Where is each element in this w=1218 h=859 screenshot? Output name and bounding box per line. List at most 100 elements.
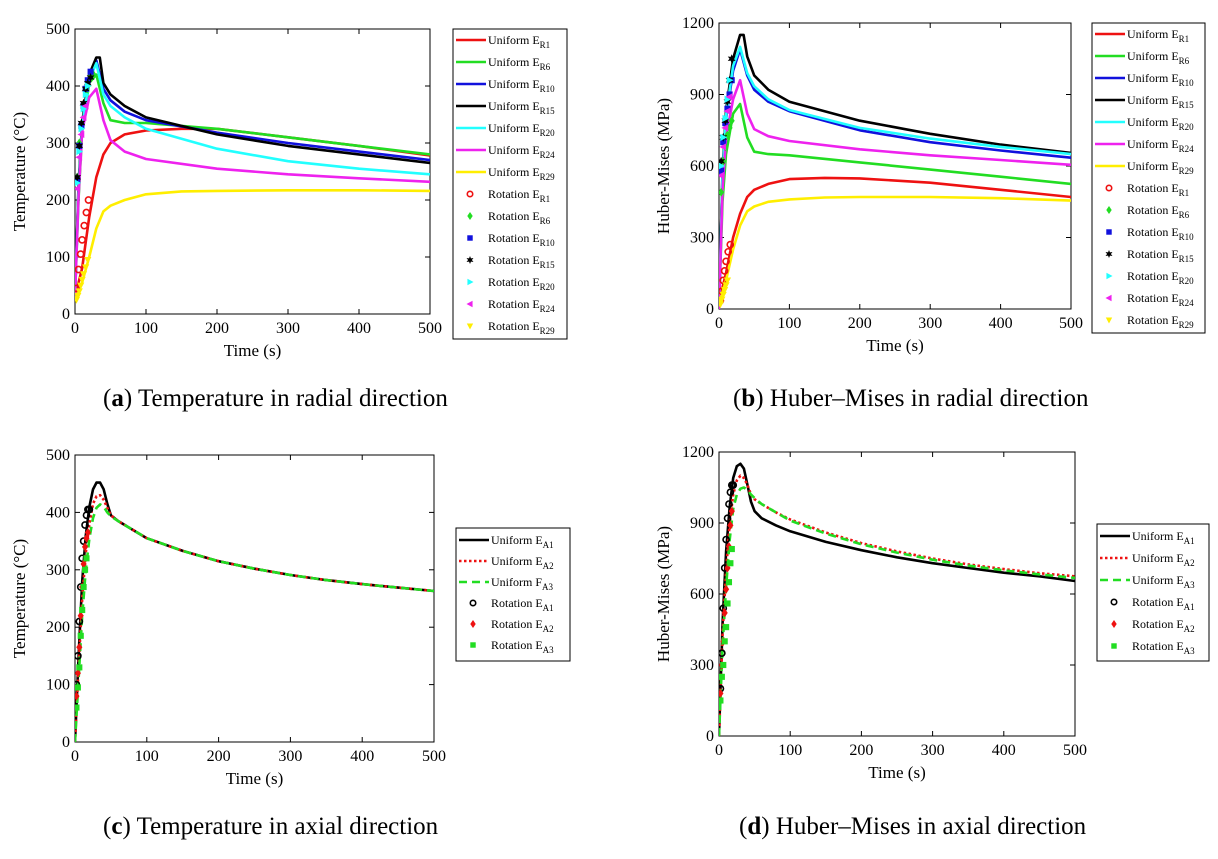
data-point: [75, 684, 81, 691]
data-point: [84, 256, 92, 264]
legend-marker: [1111, 643, 1117, 649]
series-line-a2: [75, 493, 434, 742]
plot-area: [75, 481, 434, 742]
data-point: [77, 282, 85, 290]
legend-label: Rotation ER6: [1127, 203, 1190, 220]
legend-item: Uniform EA2: [459, 554, 554, 571]
legend-label: Uniform ER15: [488, 99, 555, 116]
data-point: [725, 500, 733, 508]
data-point: [81, 521, 89, 529]
plot-frame: [718, 451, 1076, 737]
data-point: [75, 288, 83, 296]
plot-area: [719, 462, 1075, 736]
x-tick-label: 400: [989, 315, 1013, 332]
data-point: [720, 661, 727, 669]
data-point: [80, 105, 88, 113]
data-point: [719, 296, 726, 304]
legend-item: Uniform ER6: [456, 55, 551, 72]
legend-item: Rotation ER1: [1105, 181, 1189, 198]
legend-label: Uniform ER1: [1127, 27, 1189, 44]
data-point: [84, 196, 93, 204]
legend-item: Uniform ER24: [456, 143, 555, 160]
y-tick-label: 600: [690, 158, 714, 175]
y-axis-label: Huber-Mises (MPa): [654, 98, 673, 234]
legend-box: [1096, 523, 1210, 662]
data-point: [83, 78, 92, 88]
plot-area: [75, 56, 430, 304]
legend-label: Uniform EA1: [1132, 529, 1195, 546]
legend-label: Rotation ER10: [488, 231, 555, 248]
data-point: [725, 93, 733, 101]
legend-label: Uniform EA2: [491, 554, 554, 571]
legend-label: Rotation ER24: [488, 297, 555, 314]
data-point: [723, 624, 730, 631]
data-point: [81, 542, 89, 552]
x-tick-label: 500: [1063, 742, 1087, 759]
data-point: [724, 95, 732, 103]
x-tick-label: 100: [134, 320, 158, 337]
caption-a: (a) Temperature in radial direction: [103, 385, 448, 412]
legend-marker: [1105, 294, 1112, 302]
legend-item: Rotation ER15: [466, 253, 555, 270]
x-tick-label: 200: [849, 742, 873, 759]
data-point: [726, 91, 733, 98]
data-point: [725, 579, 733, 586]
y-tick-label: 300: [690, 230, 714, 247]
x-tick-label: 400: [347, 320, 371, 337]
x-tick-label: 300: [918, 315, 942, 332]
legend-item: Uniform EA1: [1100, 529, 1195, 546]
data-point: [84, 527, 91, 537]
y-tick-label: 400: [46, 504, 70, 521]
y-tick-label: 0: [706, 728, 714, 745]
x-tick-label: 400: [350, 748, 374, 765]
legend-item: Rotation ER24: [1105, 291, 1194, 308]
series-markers-r29: [75, 256, 92, 304]
data-point: [78, 276, 86, 284]
data-point: [86, 72, 95, 82]
data-point: [721, 287, 729, 294]
y-tick-label: 100: [46, 249, 70, 266]
data-point: [724, 130, 731, 140]
caption-b-text: Huber–Mises in radial direction: [769, 385, 1089, 412]
data-point: [728, 506, 735, 516]
legend-marker: [467, 212, 473, 220]
legend-item: Rotation ER10: [1106, 225, 1194, 242]
data-point: [80, 221, 89, 230]
data-point: [723, 97, 732, 107]
x-tick-label: 200: [848, 315, 872, 332]
data-point: [75, 668, 81, 678]
chart-a: 0 100 200 300 400 500 0 100 200 300 400 500 Time (s)…: [10, 21, 568, 360]
x-axis-label: Time (s): [224, 341, 281, 360]
legend-item: Rotation EA3: [1111, 639, 1195, 656]
data-point: [75, 652, 82, 660]
series-line-r29: [75, 189, 430, 301]
series-line-r24: [719, 78, 1071, 309]
series-line-r29: [719, 195, 1071, 305]
data-point: [719, 697, 724, 704]
legend-marker: [1111, 620, 1117, 628]
data-point: [724, 600, 731, 607]
data-point: [726, 488, 735, 497]
legend-marker: [470, 620, 476, 628]
legend-marker: [469, 599, 477, 607]
legend-marker: [466, 190, 474, 198]
x-tick-label: 200: [205, 320, 229, 337]
data-point: [720, 133, 728, 141]
series-markers-r24: [719, 93, 733, 180]
legend-item: Uniform FA3: [459, 575, 553, 592]
legend-marker: [1106, 229, 1112, 235]
legend-item: Uniform ER24: [1095, 137, 1194, 154]
legend-label: Uniform ER10: [1127, 71, 1194, 88]
legend-item: Rotation ER29: [1105, 313, 1194, 330]
legend-item: Uniform ER15: [1095, 93, 1194, 110]
y-tick-label: 200: [46, 192, 70, 209]
legend-label: Uniform ER10: [488, 77, 555, 94]
y-tick-label: 400: [46, 78, 70, 95]
caption-d-text: Huber–Mises in axial direction: [775, 813, 1087, 840]
legend-item: Rotation EA3: [470, 638, 554, 655]
x-tick-label: 300: [921, 742, 945, 759]
legend-item: Uniform ER10: [456, 77, 555, 94]
plot-area: [719, 33, 1071, 309]
data-point: [723, 107, 731, 115]
x-tick-label: 0: [71, 748, 79, 765]
